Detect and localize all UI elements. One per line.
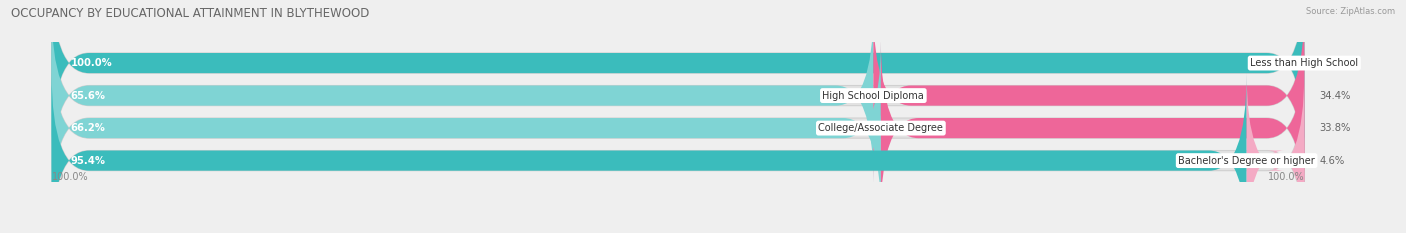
Text: 65.6%: 65.6% [70, 91, 105, 101]
Text: 66.2%: 66.2% [70, 123, 105, 133]
Text: Less than High School: Less than High School [1250, 58, 1358, 68]
Text: 100.0%: 100.0% [70, 58, 112, 68]
FancyBboxPatch shape [52, 41, 882, 216]
FancyBboxPatch shape [52, 0, 1305, 151]
FancyBboxPatch shape [52, 73, 1247, 233]
Text: 4.6%: 4.6% [1319, 156, 1344, 166]
Text: Source: ZipAtlas.com: Source: ZipAtlas.com [1306, 7, 1395, 16]
Text: OCCUPANCY BY EDUCATIONAL ATTAINMENT IN BLYTHEWOOD: OCCUPANCY BY EDUCATIONAL ATTAINMENT IN B… [11, 7, 370, 20]
Text: 95.4%: 95.4% [70, 156, 105, 166]
FancyBboxPatch shape [1247, 73, 1305, 233]
FancyBboxPatch shape [52, 41, 1305, 216]
FancyBboxPatch shape [882, 41, 1305, 216]
FancyBboxPatch shape [52, 73, 1305, 233]
FancyBboxPatch shape [873, 8, 1305, 183]
Text: Bachelor's Degree or higher: Bachelor's Degree or higher [1178, 156, 1315, 166]
Text: 33.8%: 33.8% [1319, 123, 1351, 133]
Text: College/Associate Degree: College/Associate Degree [818, 123, 943, 133]
FancyBboxPatch shape [52, 0, 1305, 151]
Text: 0.0%: 0.0% [1323, 58, 1348, 68]
FancyBboxPatch shape [52, 8, 1305, 183]
Text: 34.4%: 34.4% [1319, 91, 1351, 101]
Text: High School Diploma: High School Diploma [823, 91, 924, 101]
FancyBboxPatch shape [52, 8, 873, 183]
Text: 100.0%: 100.0% [1268, 172, 1305, 182]
Text: 100.0%: 100.0% [52, 172, 89, 182]
